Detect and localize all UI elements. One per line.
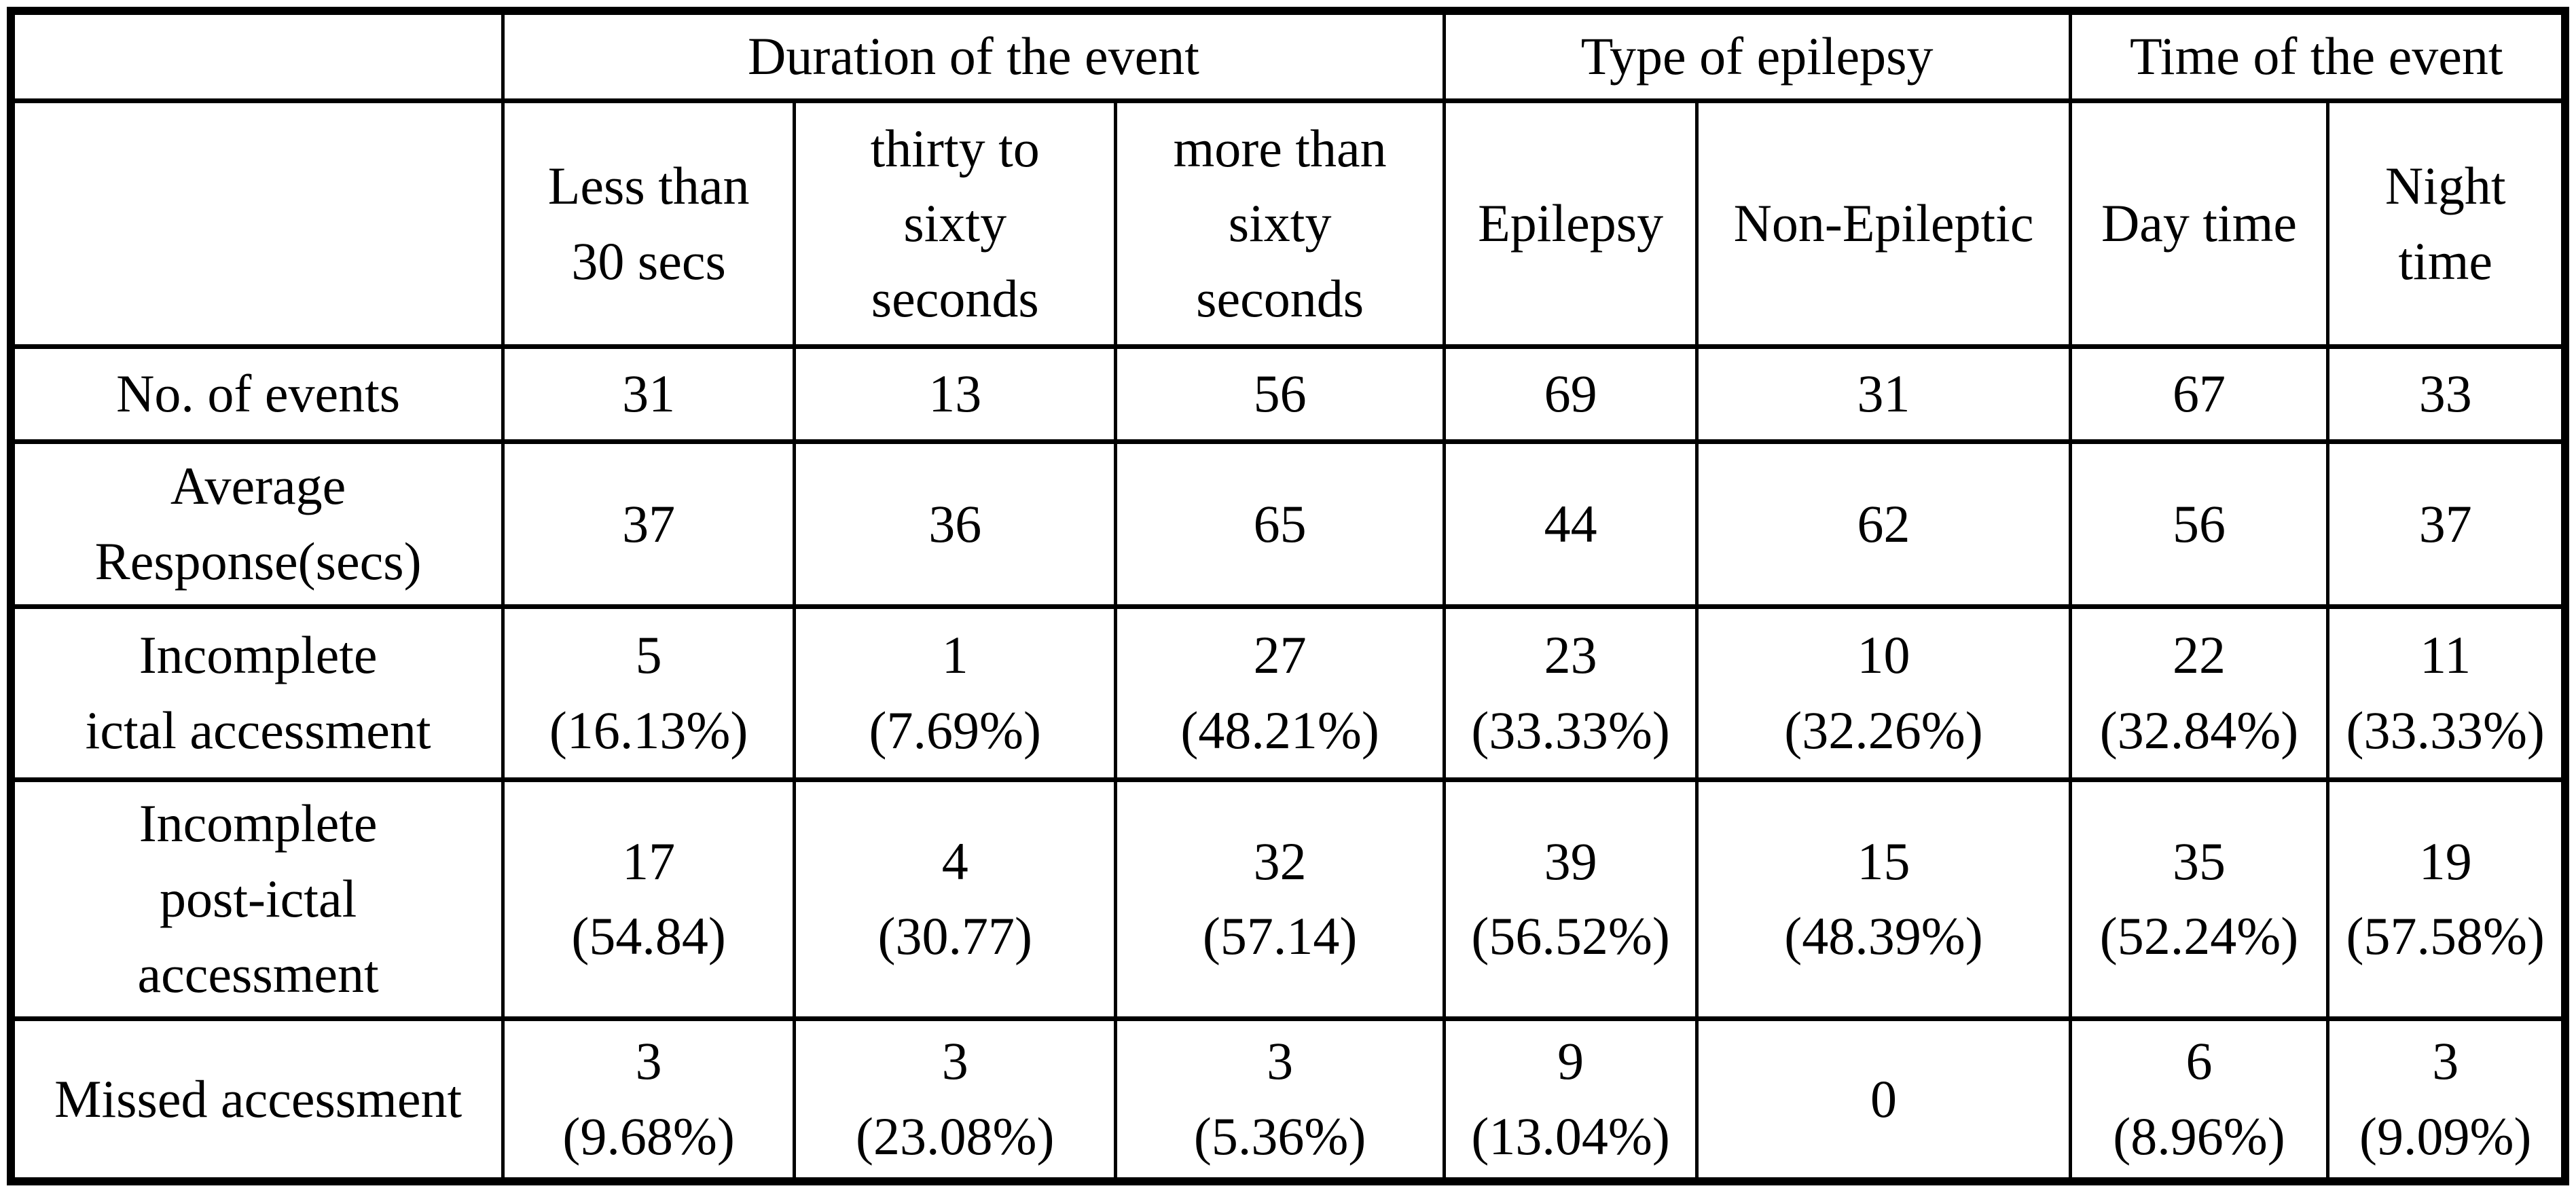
row-label-cell: Average Response(secs) [9, 439, 505, 609]
column-header-night-time: Night time [2326, 98, 2567, 350]
data-cell: 35 (52.24%) [2068, 777, 2330, 1021]
table-row-incomplete-ictal: Incomplete ictal accessment 5 (16.13%) 1… [9, 604, 2567, 783]
data-cell: 19 (57.58%) [2326, 777, 2567, 1021]
row-label-cell: Incomplete post-ictal accessment [9, 777, 505, 1021]
data-cell: 17 (54.84) [501, 777, 796, 1021]
data-cell: 5 (16.13%) [501, 604, 796, 783]
corner-empty-cell [9, 8, 505, 104]
column-header-row: Less than 30 secs thirty to sixty second… [9, 98, 2567, 350]
data-cell: 4 (30.77) [792, 777, 1118, 1021]
group-header-row: Duration of the event Type of epilepsy T… [9, 8, 2567, 104]
data-cell: 32 (57.14) [1114, 777, 1446, 1021]
data-cell: 56 [1114, 344, 1446, 444]
column-header-empty [9, 98, 505, 350]
data-cell: 27 (48.21%) [1114, 604, 1446, 783]
data-cell: 3 (9.68%) [501, 1016, 796, 1184]
data-cell: 56 [2068, 439, 2330, 609]
group-header-type: Type of epilepsy [1442, 8, 2072, 104]
data-cell: 39 (56.52%) [1442, 777, 1699, 1021]
column-header-less-than-30: Less than 30 secs [501, 98, 796, 350]
data-cell: 11 (33.33%) [2326, 604, 2567, 783]
data-cell: 0 [1695, 1016, 2072, 1184]
table-row-missed-accessment: Missed accessment 3 (9.68%) 3 (23.08%) 3… [9, 1016, 2567, 1184]
data-cell: 65 [1114, 439, 1446, 609]
column-header-day-time: Day time [2068, 98, 2330, 350]
data-cell: 36 [792, 439, 1118, 609]
data-cell: 13 [792, 344, 1118, 444]
data-cell: 31 [501, 344, 796, 444]
row-label-cell: Missed accessment [9, 1016, 505, 1184]
data-cell: 31 [1695, 344, 2072, 444]
data-cell: 22 (32.84%) [2068, 604, 2330, 783]
group-header-duration: Duration of the event [501, 8, 1446, 104]
epilepsy-events-table: Duration of the event Type of epilepsy T… [7, 7, 2569, 1185]
data-cell: 67 [2068, 344, 2330, 444]
data-cell: 33 [2326, 344, 2567, 444]
data-cell: 44 [1442, 439, 1699, 609]
data-cell: 9 (13.04%) [1442, 1016, 1699, 1184]
data-cell: 3 (23.08%) [792, 1016, 1118, 1184]
row-label-cell: No. of events [9, 344, 505, 444]
table-row-incomplete-post-ictal: Incomplete post-ictal accessment 17 (54.… [9, 777, 2567, 1021]
row-label-cell: Incomplete ictal accessment [9, 604, 505, 783]
data-cell: 3 (5.36%) [1114, 1016, 1446, 1184]
data-cell: 23 (33.33%) [1442, 604, 1699, 783]
column-header-thirty-to-sixty: thirty to sixty seconds [792, 98, 1118, 350]
table-row-average-response: Average Response(secs) 37 36 65 44 62 56… [9, 439, 2567, 609]
column-header-more-than-sixty: more than sixty seconds [1114, 98, 1446, 350]
data-cell: 10 (32.26%) [1695, 604, 2072, 783]
data-cell: 3 (9.09%) [2326, 1016, 2567, 1184]
data-cell: 37 [2326, 439, 2567, 609]
data-cell: 62 [1695, 439, 2072, 609]
group-header-time: Time of the event [2068, 8, 2567, 104]
data-cell: 6 (8.96%) [2068, 1016, 2330, 1184]
data-cell: 15 (48.39%) [1695, 777, 2072, 1021]
data-cell: 1 (7.69%) [792, 604, 1118, 783]
table-row-no-of-events: No. of events 31 13 56 69 31 67 33 [9, 344, 2567, 444]
data-cell: 37 [501, 439, 796, 609]
column-header-non-epileptic: Non-Epileptic [1695, 98, 2072, 350]
column-header-epilepsy: Epilepsy [1442, 98, 1699, 350]
data-cell: 69 [1442, 344, 1699, 444]
